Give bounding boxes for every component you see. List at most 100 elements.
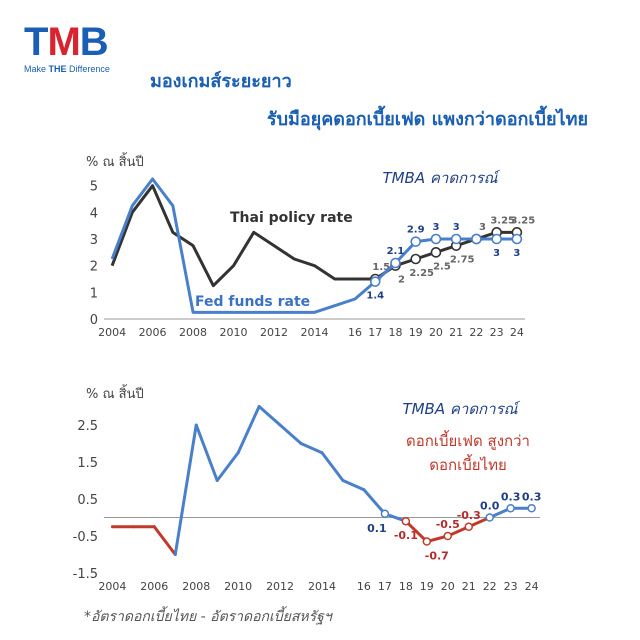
thai-policy-rate-name: Thai policy rate: [230, 210, 353, 226]
chart2-xtick-label: 18: [399, 580, 413, 593]
thai-data-label: 3: [479, 222, 486, 233]
spread-line-segment: [257, 405, 282, 427]
chart2-ytick-label: 0.5: [77, 493, 98, 508]
chart1-xtick-label: 18: [388, 326, 402, 339]
chart2-ytick-label: 1.5: [77, 456, 98, 471]
chart2-xtick-label: 21: [462, 580, 476, 593]
chart2-ytick-label: 2.5: [77, 419, 98, 434]
chart1-xtick-label: 23: [490, 326, 504, 339]
chart2-xtick-label: 20: [441, 580, 455, 593]
spread-forecast-point: [401, 516, 411, 526]
spread-forecast-point: [485, 513, 494, 522]
spread-line-segment: [362, 488, 387, 516]
title-line-1: มองเกมส์ระยะยาว: [150, 71, 292, 92]
tagline-bold: THE: [48, 64, 67, 74]
spread-line-segment: [278, 423, 303, 445]
chart1-xtick-label: 2006: [139, 326, 167, 339]
spread-forecast-point: [422, 537, 432, 546]
chart1-xtick-label: 2012: [260, 326, 288, 339]
spread-data-label: 0.1: [367, 522, 387, 535]
chart2-xtick-label: 16: [357, 580, 371, 593]
logo-letter-t: T: [24, 20, 48, 64]
tmb-logo: TMB Make THE Difference: [24, 22, 134, 74]
spread-data-label: 0.3: [501, 490, 521, 503]
spread-data-label: -0.1: [394, 529, 418, 542]
fed-forecast-point: [450, 233, 462, 245]
fed-forecast-point: [369, 276, 381, 287]
spread-data-label: -0.7: [425, 550, 449, 563]
thai-data-label: 1.5: [372, 262, 390, 273]
fed-forecast-point: [410, 236, 422, 247]
chart2-xtick-label: 22: [483, 580, 497, 593]
spread-forecast-point: [527, 504, 536, 513]
chart1-xtick-label: 2008: [179, 326, 207, 339]
chart2-xtick-label: 19: [420, 580, 434, 593]
chart1-xtick-label: 22: [469, 326, 483, 339]
logo-tagline: Make THE Difference: [24, 64, 134, 74]
chart2-note-line-1: ดอกเบี้ยเฟด สูงกว่า: [406, 430, 530, 450]
spread-forecast-point: [443, 531, 453, 541]
spread-line-segment: [341, 479, 366, 492]
tagline-pre: Make: [24, 64, 49, 74]
chart2-xtick-label: 2014: [308, 580, 336, 593]
chart2-xtick-label: 2012: [266, 580, 294, 593]
title-line-2: รับมือยุคดอกเบี้ยเฟด แพงกว่าดอกเบี้ยไทย: [266, 109, 588, 130]
thai-forecast-point: [410, 253, 422, 265]
chart2-unit-label: % ณ สิ้นปี: [86, 384, 144, 402]
fed-forecast-point: [471, 233, 482, 245]
fed-data-label: 3: [493, 248, 500, 259]
chart1-xtick-label: 24: [510, 326, 524, 339]
chart1-xtick-label: 17: [368, 326, 382, 339]
tagline-post: Difference: [66, 64, 110, 74]
spread-forecast-point: [464, 522, 473, 531]
fed-forecast-point: [491, 233, 502, 245]
chart2-xtick-label: 2008: [182, 580, 210, 593]
fed-data-label: 2.1: [387, 246, 405, 257]
logo-letter-m: M: [47, 20, 80, 64]
fed-data-label: 3: [513, 248, 520, 259]
chart2-xtick-label: 2004: [98, 580, 126, 593]
spread-data-label: 0.3: [522, 490, 542, 503]
spread-line-segment: [152, 525, 177, 556]
chart1-xtick-label: 16: [348, 326, 362, 339]
logo-wordmark: TMB: [24, 22, 134, 62]
spread-line-segment: [404, 519, 429, 544]
thai-data-label: 3.25: [511, 215, 536, 226]
thai-forecast-point: [430, 247, 442, 258]
chart1-forecast-label: TMBA คาดการณ์: [382, 169, 500, 187]
spread-line-segment: [173, 423, 198, 556]
fed-funds-rate-line: [110, 177, 517, 314]
fed-data-label: 3: [432, 222, 439, 233]
chart1-xtick-label: 21: [449, 326, 463, 339]
chart1-ytick-label: 5: [90, 180, 98, 195]
chart2-note-line-2: ดอกเบี้ยไทย: [429, 454, 507, 474]
chart1-ytick-label: 3: [90, 233, 98, 248]
fed-forecast-point: [390, 257, 401, 269]
fed-data-label: 3: [453, 222, 460, 233]
fed-data-label: 2.9: [407, 225, 425, 236]
chart1-ytick-label: 4: [90, 206, 98, 221]
fed-data-label: 1.4: [366, 291, 384, 302]
spread-line-segment: [320, 451, 345, 482]
spread-forecast-point: [380, 509, 390, 519]
fed-forecast-point: [511, 233, 523, 245]
thai-data-label: 2.5: [433, 261, 451, 272]
chart2-xtick-label: 17: [378, 580, 392, 593]
chart2-xtick-label: 23: [504, 580, 518, 593]
spread-line-segment: [299, 442, 324, 455]
chart2-forecast-label: TMBA คาดการณ์: [402, 400, 520, 418]
spread-data-label: -0.3: [457, 509, 481, 522]
chart1-xtick-label: 20: [429, 326, 443, 339]
chart2-xtick-label: 2006: [140, 580, 168, 593]
logo-letter-b: B: [79, 20, 109, 64]
fed-forecast-point: [430, 233, 442, 245]
chart2-xtick-label: 24: [525, 580, 539, 593]
chart1-xtick-label: 2010: [220, 326, 248, 339]
chart2-ytick-label: -1.5: [73, 567, 98, 582]
chart1-unit-label: % ณ สิ้นปี: [86, 152, 144, 170]
chart2-xtick-label: 2010: [224, 580, 252, 593]
chart1-xtick-label: 19: [409, 326, 423, 339]
spread-forecast-point: [506, 504, 515, 513]
chart1-ytick-label: 2: [90, 260, 98, 275]
